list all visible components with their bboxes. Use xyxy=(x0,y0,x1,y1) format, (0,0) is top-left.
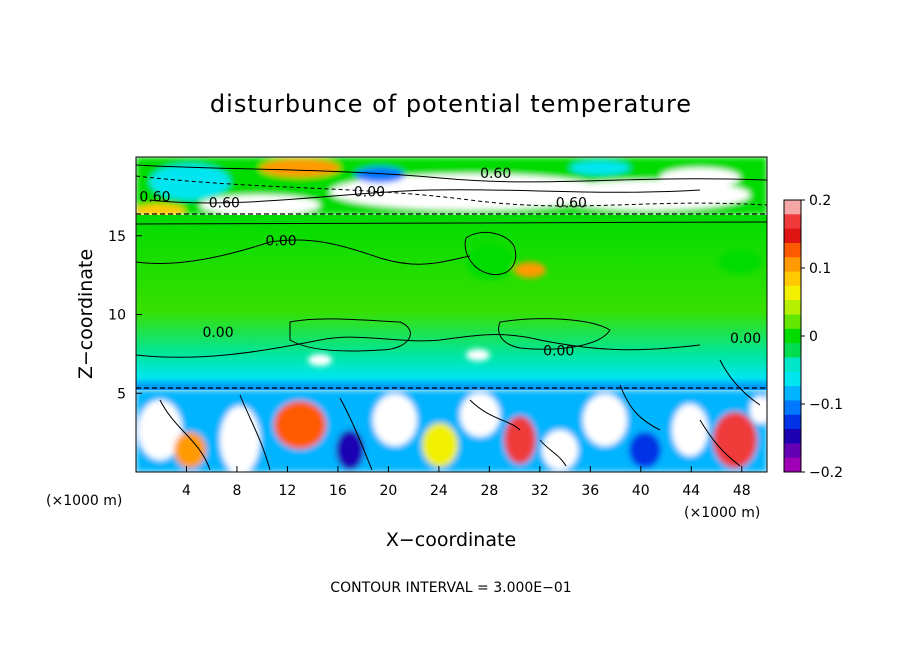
contour-label: 0.00 xyxy=(730,331,761,347)
colorbar-ticks: 0.2 0.1 0 −0.1 −0.2 xyxy=(801,193,843,481)
colorbar-tick-label: −0.1 xyxy=(809,397,843,413)
colorbar-swatch xyxy=(784,357,801,373)
x-tick-label: 40 xyxy=(632,483,650,499)
x-axis-unit-right: (×1000 m) xyxy=(684,505,760,521)
colorbar-swatch xyxy=(784,371,801,387)
colorbar-swatch xyxy=(784,257,801,273)
colorbar: 0.2 0.1 0 −0.1 −0.2 xyxy=(783,193,843,481)
colorbar-swatch xyxy=(784,314,801,330)
y-tick-label: 15 xyxy=(108,229,126,245)
y-tick-label: 10 xyxy=(108,308,126,324)
upper-layer-field xyxy=(136,157,767,216)
contour-interval-note: CONTOUR INTERVAL = 3.000E−01 xyxy=(330,580,571,596)
colorbar-swatch xyxy=(784,343,801,358)
x-tick-label: 4 xyxy=(182,483,191,499)
plot-area: 0.60 0.00 0.60 0.60 0.00 0.00 0.00 0.60 0.00 xyxy=(135,156,768,473)
contour-labels: 0.60 0.00 0.60 0.60 0.00 0.00 0.00 0.60 0.00 xyxy=(139,166,761,360)
colorbar-swatch xyxy=(784,400,801,416)
colorbar-swatch xyxy=(784,200,801,215)
contour-label: 0.60 xyxy=(139,189,170,205)
colorbar-swatch xyxy=(784,429,801,444)
x-tick-label: 28 xyxy=(480,483,498,499)
colorbar-swatch xyxy=(784,414,801,430)
colorbar-swatch xyxy=(784,328,801,344)
colorbar-swatch xyxy=(784,228,801,244)
colorbar-tick-label: 0.1 xyxy=(809,261,831,277)
x-tick-label: 16 xyxy=(329,483,347,499)
colorbar-swatch xyxy=(784,300,801,316)
x-tick-label: 24 xyxy=(430,483,448,499)
colorbar-swatch xyxy=(784,443,801,459)
lower-layer-field xyxy=(136,390,767,472)
middle-layer-patches xyxy=(308,244,762,366)
colorbar-swatch xyxy=(784,285,801,301)
x-tick-label: 32 xyxy=(531,483,549,499)
colorbar-swatch xyxy=(784,457,801,473)
colorbar-swatches xyxy=(784,200,801,473)
x-tick-label: 44 xyxy=(682,483,700,499)
colorbar-swatch xyxy=(784,271,801,287)
contour-label: 0.60 xyxy=(556,196,587,212)
x-axis-unit-left: (×1000 m) xyxy=(46,493,122,509)
x-tick-label: 12 xyxy=(279,483,297,499)
x-tick-label: 48 xyxy=(733,483,751,499)
contour-label: 0.00 xyxy=(543,344,574,360)
x-tick-label: 36 xyxy=(581,483,599,499)
y-axis-label: Z−coordinate xyxy=(75,249,97,379)
colorbar-tick-label: −0.2 xyxy=(809,465,843,481)
contour-label: 0.60 xyxy=(480,166,511,182)
colorbar-swatch xyxy=(784,214,801,230)
y-tick-label: 5 xyxy=(117,386,126,402)
x-axis-label: X−coordinate xyxy=(386,529,516,551)
x-axis-ticks: 4 8 12 16 20 24 28 32 36 40 44 48 xyxy=(182,466,751,499)
contour-label: 0.60 xyxy=(209,196,240,212)
colorbar-swatch xyxy=(784,386,801,401)
x-tick-label: 20 xyxy=(379,483,397,499)
colorbar-tick-label: 0 xyxy=(809,329,818,345)
chart-title: disturbunce of potential temperature xyxy=(210,90,692,118)
y-axis-ticks: 5 10 15 xyxy=(108,229,142,402)
colorbar-swatch xyxy=(784,242,801,258)
contour-label: 0.00 xyxy=(202,325,233,341)
x-tick-label: 8 xyxy=(232,483,241,499)
colorbar-tick-label: 0.2 xyxy=(809,193,831,209)
middle-layer-field xyxy=(136,215,767,390)
contour-label: 0.00 xyxy=(354,185,385,201)
contour-label: 0.00 xyxy=(266,233,297,249)
